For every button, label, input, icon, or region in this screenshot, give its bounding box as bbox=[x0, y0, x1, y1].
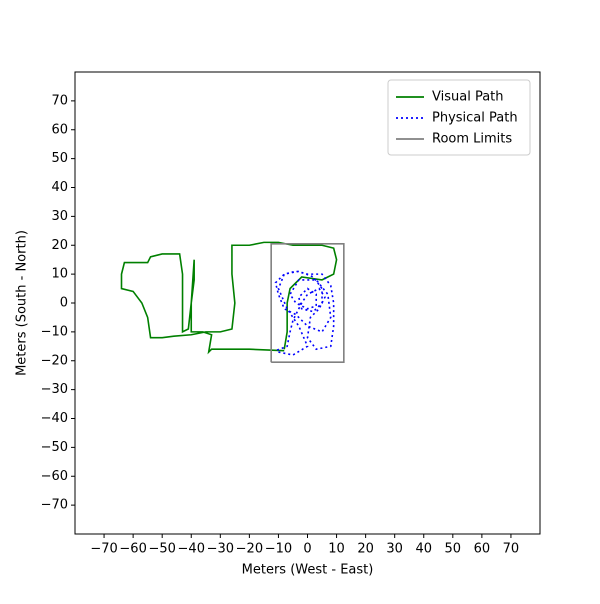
y-tick-label: −70 bbox=[41, 498, 68, 513]
x-axis-label: Meters (West - East) bbox=[242, 563, 374, 578]
x-tick-label: −30 bbox=[207, 542, 234, 557]
x-tick-label: 0 bbox=[303, 542, 311, 557]
plot-frame bbox=[74, 71, 541, 535]
series-line bbox=[270, 243, 345, 363]
x-tick-label: −60 bbox=[119, 542, 146, 557]
x-tick-label: −10 bbox=[265, 542, 292, 557]
y-tick-label: −30 bbox=[41, 382, 68, 397]
x-tick-label: 50 bbox=[445, 542, 462, 557]
x-tick-label: 30 bbox=[386, 542, 403, 557]
x-tick-label: −40 bbox=[178, 542, 205, 557]
legend-label: Physical Path bbox=[432, 111, 518, 126]
x-tick-label: 10 bbox=[328, 542, 345, 557]
y-axis-label: Meters (South - North) bbox=[15, 230, 30, 376]
y-tick-label: 60 bbox=[51, 122, 68, 137]
y-tick-label: −40 bbox=[41, 411, 68, 426]
series-line bbox=[274, 270, 335, 356]
x-tick-label: −50 bbox=[148, 542, 175, 557]
y-tick-label: −20 bbox=[41, 353, 68, 368]
series-line bbox=[120, 241, 338, 355]
x-tick-label: −20 bbox=[236, 542, 263, 557]
y-tick-label: 40 bbox=[51, 180, 68, 195]
y-tick-label: 70 bbox=[51, 93, 68, 108]
y-tick-label: −50 bbox=[41, 440, 68, 455]
x-tick-label: 70 bbox=[503, 542, 520, 557]
y-tick-label: 30 bbox=[51, 209, 68, 224]
y-tick-label: 10 bbox=[51, 267, 68, 282]
x-tick-label: 40 bbox=[415, 542, 432, 557]
y-tick-label: −60 bbox=[41, 469, 68, 484]
y-tick-label: 0 bbox=[60, 296, 68, 311]
y-tick-label: −10 bbox=[41, 324, 68, 339]
x-tick-label: 60 bbox=[474, 542, 491, 557]
legend-label: Visual Path bbox=[432, 90, 504, 105]
legend-box bbox=[387, 79, 531, 156]
x-tick-label: −70 bbox=[90, 542, 117, 557]
plot-lines bbox=[120, 241, 345, 363]
legend-label: Room Limits bbox=[432, 132, 512, 147]
x-tick-label: 20 bbox=[357, 542, 374, 557]
y-tick-label: 50 bbox=[51, 151, 68, 166]
y-tick-label: 20 bbox=[51, 238, 68, 253]
